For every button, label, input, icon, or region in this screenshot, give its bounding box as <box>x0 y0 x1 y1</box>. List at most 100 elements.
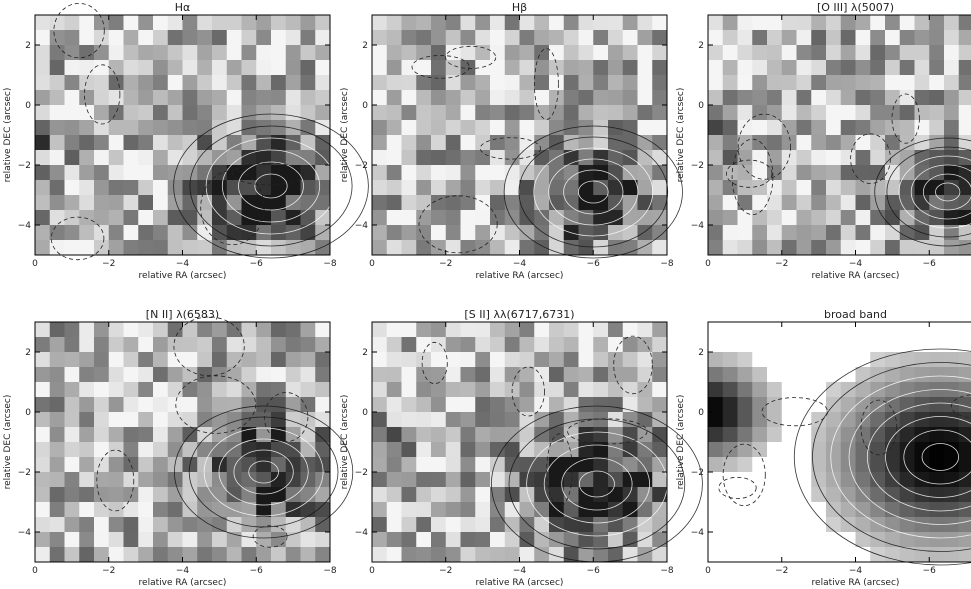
intensity-cell <box>167 90 183 106</box>
intensity-cell <box>578 457 594 473</box>
intensity-cell <box>138 30 154 46</box>
intensity-cell <box>722 367 738 383</box>
intensity-cell <box>944 45 960 61</box>
intensity-cell <box>138 367 154 383</box>
intensity-cell <box>737 397 753 413</box>
x-tick-label: −6 <box>923 259 937 269</box>
intensity-cell <box>958 547 971 563</box>
intensity-cell <box>64 150 80 166</box>
intensity-cell <box>519 105 535 121</box>
intensity-cell <box>944 180 960 196</box>
intensity-cell <box>826 225 842 241</box>
intensity-cell <box>123 352 139 368</box>
intensity-cell <box>315 412 331 428</box>
intensity-cell <box>652 150 668 166</box>
intensity-cell <box>138 337 154 353</box>
intensity-cell <box>153 75 169 91</box>
intensity-cell <box>401 75 417 91</box>
intensity-cell <box>401 502 417 518</box>
intensity-cell <box>899 210 915 226</box>
intensity-cell <box>167 532 183 548</box>
intensity-cell <box>767 382 783 398</box>
intensity-cell <box>826 15 842 31</box>
intensity-cell <box>153 352 169 368</box>
x-tick-label: −2 <box>775 566 788 576</box>
intensity-cell <box>226 427 242 443</box>
intensity-cell <box>504 532 520 548</box>
contour-line <box>548 158 639 226</box>
intensity-cell <box>64 30 80 46</box>
intensity-cell <box>285 135 301 151</box>
intensity-cell <box>504 472 520 488</box>
intensity-cell <box>652 165 668 181</box>
intensity-cell <box>563 337 579 353</box>
intensity-cell <box>826 240 842 256</box>
intensity-cell <box>870 45 886 61</box>
intensity-cell <box>49 180 65 196</box>
intensity-cell <box>108 367 124 383</box>
intensity-cell <box>855 337 871 353</box>
intensity-cell <box>519 15 535 31</box>
intensity-cell <box>722 135 738 151</box>
intensity-cell <box>637 382 653 398</box>
intensity-cell <box>94 412 110 428</box>
intensity-cell <box>855 165 871 181</box>
intensity-cell <box>752 322 768 338</box>
intensity-cell <box>767 397 783 413</box>
intensity-cell <box>899 472 915 488</box>
x-axis-label: relative RA (arcsec) <box>812 271 900 281</box>
intensity-cell <box>401 352 417 368</box>
intensity-cell <box>256 322 272 338</box>
intensity-cell <box>386 60 402 76</box>
intensity-cell <box>722 225 738 241</box>
intensity-cell <box>226 120 242 136</box>
intensity-cell <box>563 487 579 503</box>
intensity-cell <box>49 322 65 338</box>
intensity-cell <box>914 120 930 136</box>
intensity-cell <box>855 150 871 166</box>
intensity-cell <box>285 105 301 121</box>
intensity-cell <box>855 457 871 473</box>
intensity-cell <box>167 120 183 136</box>
intensity-cell <box>123 337 139 353</box>
intensity-cell <box>737 165 753 181</box>
intensity-cell <box>534 60 550 76</box>
intensity-cell <box>944 532 960 548</box>
intensity-cell <box>35 30 51 46</box>
intensity-cell <box>534 105 550 121</box>
intensity-cell <box>271 397 287 413</box>
intensity-cell <box>622 165 638 181</box>
intensity-cell <box>401 150 417 166</box>
intensity-cell <box>899 45 915 61</box>
panel-title: broad band <box>824 308 887 321</box>
intensity-cell <box>578 75 594 91</box>
intensity-cell <box>767 442 783 458</box>
intensity-cell <box>534 45 550 61</box>
intensity-cell <box>256 532 272 548</box>
intensity-cell <box>372 120 388 136</box>
intensity-cell <box>372 135 388 151</box>
intensity-cell <box>94 397 110 413</box>
intensity-cell <box>811 457 827 473</box>
intensity-cell <box>944 487 960 503</box>
intensity-cell <box>416 165 432 181</box>
intensity-cell <box>35 367 51 383</box>
intensity-cell <box>593 240 609 256</box>
intensity-cell <box>944 457 960 473</box>
intensity-cell <box>767 135 783 151</box>
intensity-cell <box>767 502 783 518</box>
intensity-cell <box>708 502 724 518</box>
intensity-cell <box>182 397 198 413</box>
intensity-cell <box>300 532 316 548</box>
intensity-cell <box>167 427 183 443</box>
y-tick-label: −4 <box>18 221 32 231</box>
intensity-cell <box>386 532 402 548</box>
intensity-cell <box>652 502 668 518</box>
intensity-cell <box>49 45 65 61</box>
intensity-cell <box>431 60 447 76</box>
intensity-cell <box>608 352 624 368</box>
intensity-cell <box>416 240 432 256</box>
intensity-cell <box>840 60 856 76</box>
intensity-cell <box>767 472 783 488</box>
intensity-cell <box>929 105 945 121</box>
